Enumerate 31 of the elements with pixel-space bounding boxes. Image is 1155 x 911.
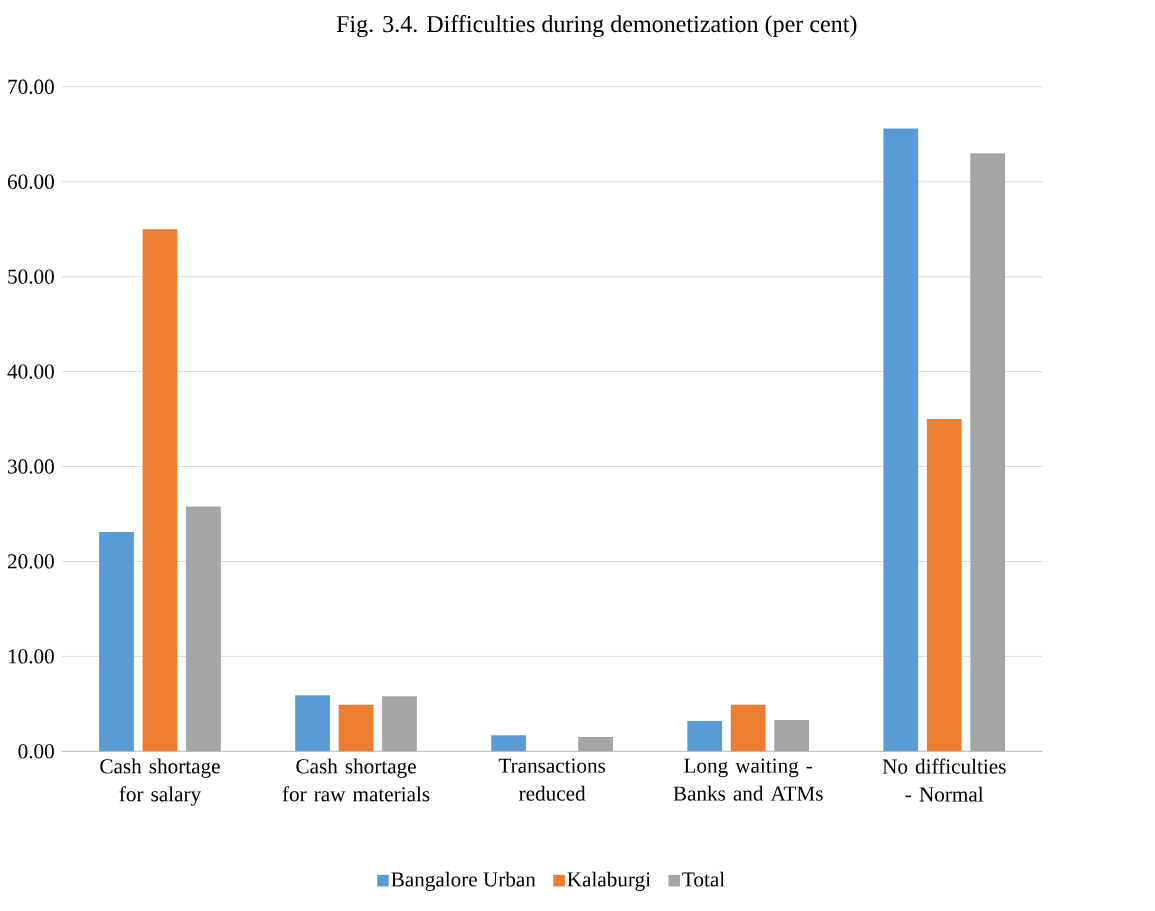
bar bbox=[687, 721, 723, 752]
bar bbox=[730, 704, 766, 752]
chart-title: Fig. 3.4. Difficulties during demonetization (per cent) bbox=[336, 15, 857, 38]
bar bbox=[970, 153, 1006, 752]
x-tick-label: No difficulties - Normal bbox=[882, 758, 1006, 802]
bar bbox=[774, 720, 810, 752]
y-tick-label: 50.00 bbox=[8, 269, 54, 284]
x-tick-label: Cash shortage for raw materials bbox=[282, 758, 430, 802]
bar bbox=[186, 506, 221, 752]
bar bbox=[295, 695, 330, 752]
legend-label: Total bbox=[682, 871, 725, 887]
bar bbox=[491, 735, 527, 752]
bar bbox=[578, 737, 613, 752]
bar bbox=[883, 128, 919, 752]
bar bbox=[99, 532, 134, 752]
legend-label: Kalaburgi bbox=[567, 871, 651, 892]
y-tick-label: 70.00 bbox=[8, 79, 54, 95]
y-tick-label: 20.00 bbox=[8, 554, 54, 569]
bar bbox=[382, 696, 417, 752]
y-tick-label: 40.00 bbox=[7, 364, 54, 379]
y-tick-label: 0.00 bbox=[18, 744, 54, 759]
bar bbox=[142, 229, 178, 752]
y-tick-label: 60.00 bbox=[7, 174, 54, 189]
legend-label: Bangalore Urban bbox=[391, 871, 536, 892]
y-tick-label: 30.00 bbox=[8, 459, 54, 474]
x-tick-label: Cash shortage for salary bbox=[100, 758, 220, 806]
y-tick-label: 10.00 bbox=[8, 649, 54, 664]
bar bbox=[338, 704, 374, 752]
x-tick-label: Long waiting - Banks and ATMs bbox=[673, 758, 823, 801]
x-tick-label: Transactions reduced bbox=[498, 758, 606, 801]
bar bbox=[926, 419, 962, 752]
